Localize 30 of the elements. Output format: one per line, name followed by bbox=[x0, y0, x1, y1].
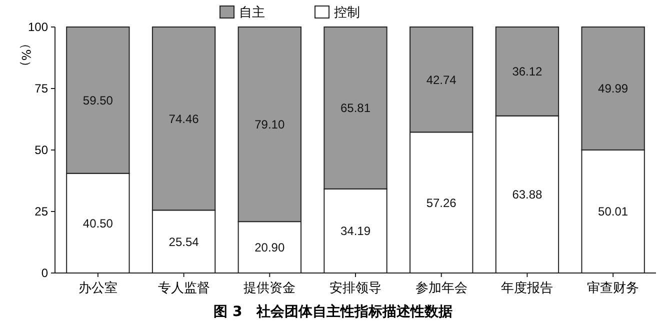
data-label: 36.12 bbox=[512, 64, 543, 79]
data-label: 20.90 bbox=[254, 240, 285, 254]
legend-label: 自主 bbox=[239, 4, 265, 20]
y-tick-label: 75 bbox=[34, 82, 48, 96]
x-tick-label: 办公室 bbox=[78, 280, 118, 296]
x-tick-label: 审查财务 bbox=[587, 280, 640, 296]
data-label: 50.01 bbox=[598, 204, 628, 219]
x-tick-label: 参加年会 bbox=[415, 281, 468, 296]
data-label: 25.54 bbox=[168, 234, 200, 249]
data-label: 40.50 bbox=[82, 216, 114, 230]
y-tick-label: 50 bbox=[34, 143, 48, 158]
data-label: 63.88 bbox=[512, 188, 543, 202]
data-label: 59.50 bbox=[82, 93, 114, 108]
data-label: 65.81 bbox=[340, 101, 371, 116]
y-tick-label: 25 bbox=[34, 204, 48, 219]
x-tick-label: 专人监督 bbox=[158, 281, 210, 296]
data-label: 57.26 bbox=[426, 196, 457, 210]
x-tick-label: 年度报告 bbox=[501, 280, 554, 296]
y-tick-label: 100 bbox=[28, 20, 48, 34]
y-tick-label: 0 bbox=[41, 266, 48, 280]
data-label: 74.46 bbox=[168, 112, 200, 126]
y-axis-title: （%） bbox=[19, 37, 33, 73]
x-tick-label: 提供资金 bbox=[244, 281, 296, 296]
legend-label: 控制 bbox=[334, 6, 360, 20]
text: 图 3 社会团体自主性指标描述性数据 bbox=[214, 303, 452, 320]
x-tick-label: 安排领导 bbox=[330, 280, 382, 296]
data-label: 79.10 bbox=[254, 117, 285, 132]
data-label: 34.19 bbox=[340, 224, 371, 238]
data-label: 42.74 bbox=[426, 72, 457, 87]
data-label: 49.99 bbox=[598, 82, 628, 96]
